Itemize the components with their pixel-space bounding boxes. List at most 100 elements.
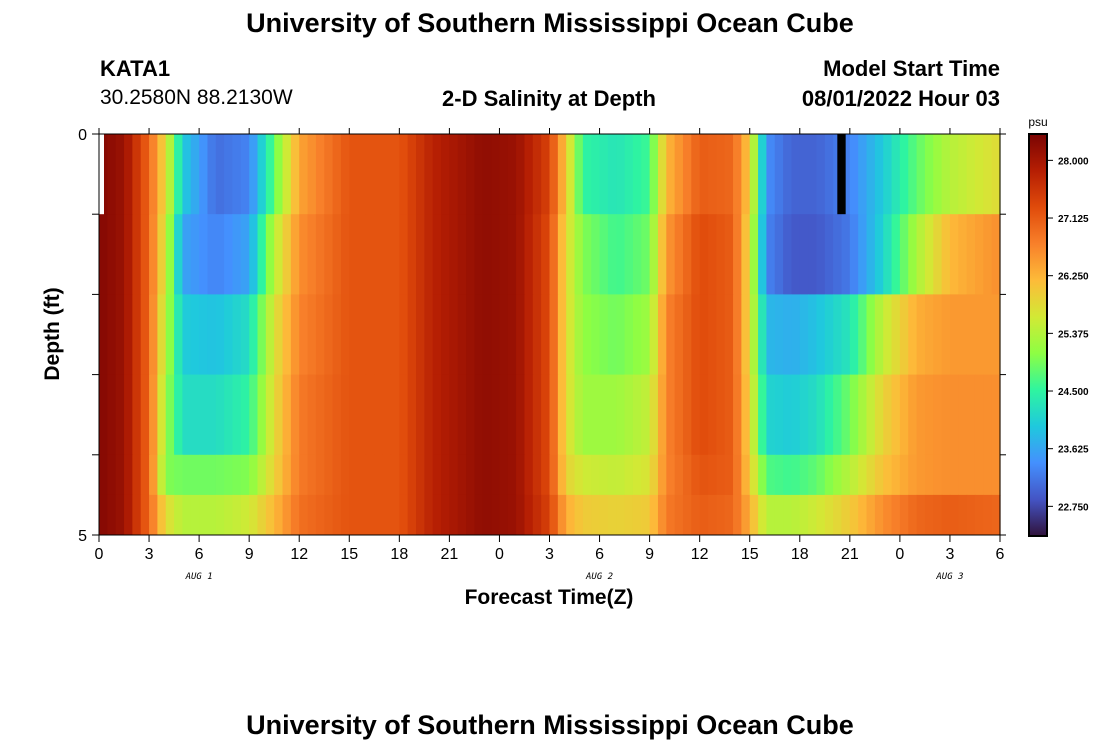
heatmap-cell — [708, 134, 717, 215]
heatmap-cell — [866, 454, 876, 496]
heatmap-cell — [416, 214, 425, 295]
heatmap-cell — [182, 294, 192, 376]
heatmap-cell — [724, 454, 734, 496]
heatmap-cell — [824, 454, 834, 496]
heatmap-cell — [332, 454, 342, 496]
heatmap-cell — [724, 134, 734, 215]
heatmap-cell — [107, 134, 117, 215]
heatmap-cell — [783, 374, 793, 456]
heatmap-cell — [724, 294, 734, 376]
heatmap-cell — [632, 294, 642, 376]
heatmap-cell — [716, 214, 726, 295]
heatmap-cell — [165, 454, 175, 496]
heatmap-cell — [174, 134, 184, 215]
heatmap-cell — [157, 494, 167, 535]
heatmap-cell — [649, 214, 659, 295]
heatmap-cell — [282, 294, 292, 376]
heatmap-cell — [491, 294, 501, 376]
heatmap-cell — [949, 214, 959, 295]
heatmap-cell — [616, 374, 626, 456]
heatmap-cell — [407, 134, 417, 215]
heatmap-cell — [407, 454, 417, 496]
heatmap-cell — [966, 294, 976, 376]
heatmap-cell — [482, 454, 492, 496]
heatmap-cell — [524, 134, 534, 215]
heatmap-cell — [933, 294, 943, 376]
heatmap-cell — [991, 214, 1001, 295]
heatmap-cell — [474, 214, 484, 295]
heatmap-cell — [432, 134, 442, 215]
heatmap-cell — [332, 134, 342, 215]
heatmap-cell — [699, 214, 709, 295]
heatmap-cell — [657, 294, 667, 376]
heatmap-cell — [574, 214, 584, 295]
heatmap-cell — [808, 454, 818, 496]
heatmap-cell — [924, 494, 934, 535]
heatmap-cell — [340, 374, 350, 456]
heatmap-cell — [149, 294, 158, 376]
heatmap-cell — [407, 214, 417, 295]
x-tick-label: 3 — [545, 546, 554, 563]
footer-title: University of Southern Mississippi Ocean… — [246, 710, 854, 740]
heatmap-cell — [791, 134, 801, 215]
colorbar-tick-label: 28.000 — [1058, 156, 1089, 167]
heatmap-cell — [733, 374, 742, 456]
heatmap-cell — [657, 214, 667, 295]
heatmap-cell — [574, 494, 584, 535]
heatmap-cell — [607, 294, 617, 376]
heatmap-cell — [799, 214, 809, 295]
heatmap-cell — [632, 134, 642, 215]
heatmap-cell — [449, 294, 459, 376]
date-label: AUG 3 — [935, 572, 963, 582]
heatmap-cell — [107, 454, 117, 496]
heatmap-cell — [399, 294, 409, 376]
heatmap-cell — [557, 494, 567, 535]
heatmap-cell — [124, 134, 133, 215]
heatmap-cell — [682, 294, 692, 376]
heatmap-cell — [149, 134, 158, 215]
heatmap-cell — [841, 374, 851, 456]
heatmap-cell — [215, 454, 225, 496]
heatmap-cell — [641, 134, 651, 215]
heatmap-cell — [524, 294, 534, 376]
heatmap-cell — [591, 374, 601, 456]
heatmap-cell — [632, 374, 642, 456]
page-title: University of Southern Mississippi Ocean… — [246, 8, 854, 38]
heatmap-cell — [874, 214, 884, 295]
heatmap-cell — [958, 374, 968, 456]
heatmap-cell — [849, 454, 859, 496]
heatmap-cell — [299, 454, 309, 496]
missing-data-cell — [99, 134, 104, 215]
heatmap-cell — [232, 294, 242, 376]
heatmap-cell — [149, 494, 158, 535]
heatmap-cell — [224, 214, 234, 295]
heatmap-cell — [708, 494, 717, 535]
heatmap-cell — [549, 374, 559, 456]
heatmap-cell — [899, 454, 909, 496]
heatmap-cell — [799, 134, 809, 215]
heatmap-cell — [340, 134, 350, 215]
heatmap-cell — [140, 134, 150, 215]
heatmap-cell — [340, 214, 350, 295]
heatmap-cell — [482, 294, 492, 376]
heatmap-cell — [791, 374, 801, 456]
x-axis-label: Forecast Time(Z) — [465, 586, 634, 609]
heatmap-cell — [966, 494, 976, 535]
heatmap-cell — [949, 494, 959, 535]
x-tick-label: 12 — [691, 546, 709, 563]
heatmap-cell — [365, 374, 375, 456]
heatmap-cell — [933, 494, 943, 535]
heatmap-cell — [140, 494, 150, 535]
heatmap-cell — [933, 374, 943, 456]
x-tick-label: 0 — [495, 546, 504, 563]
heatmap-cell — [599, 294, 609, 376]
heatmap-cell — [199, 374, 209, 456]
heatmap-cell — [582, 374, 592, 456]
heatmap-cell — [232, 494, 242, 535]
heatmap-cell — [382, 374, 392, 456]
heatmap-cell — [733, 454, 742, 496]
heatmap-cell — [532, 214, 542, 295]
heatmap-cell — [332, 294, 342, 376]
heatmap-cell — [165, 374, 175, 456]
heatmap-cell — [799, 494, 809, 535]
